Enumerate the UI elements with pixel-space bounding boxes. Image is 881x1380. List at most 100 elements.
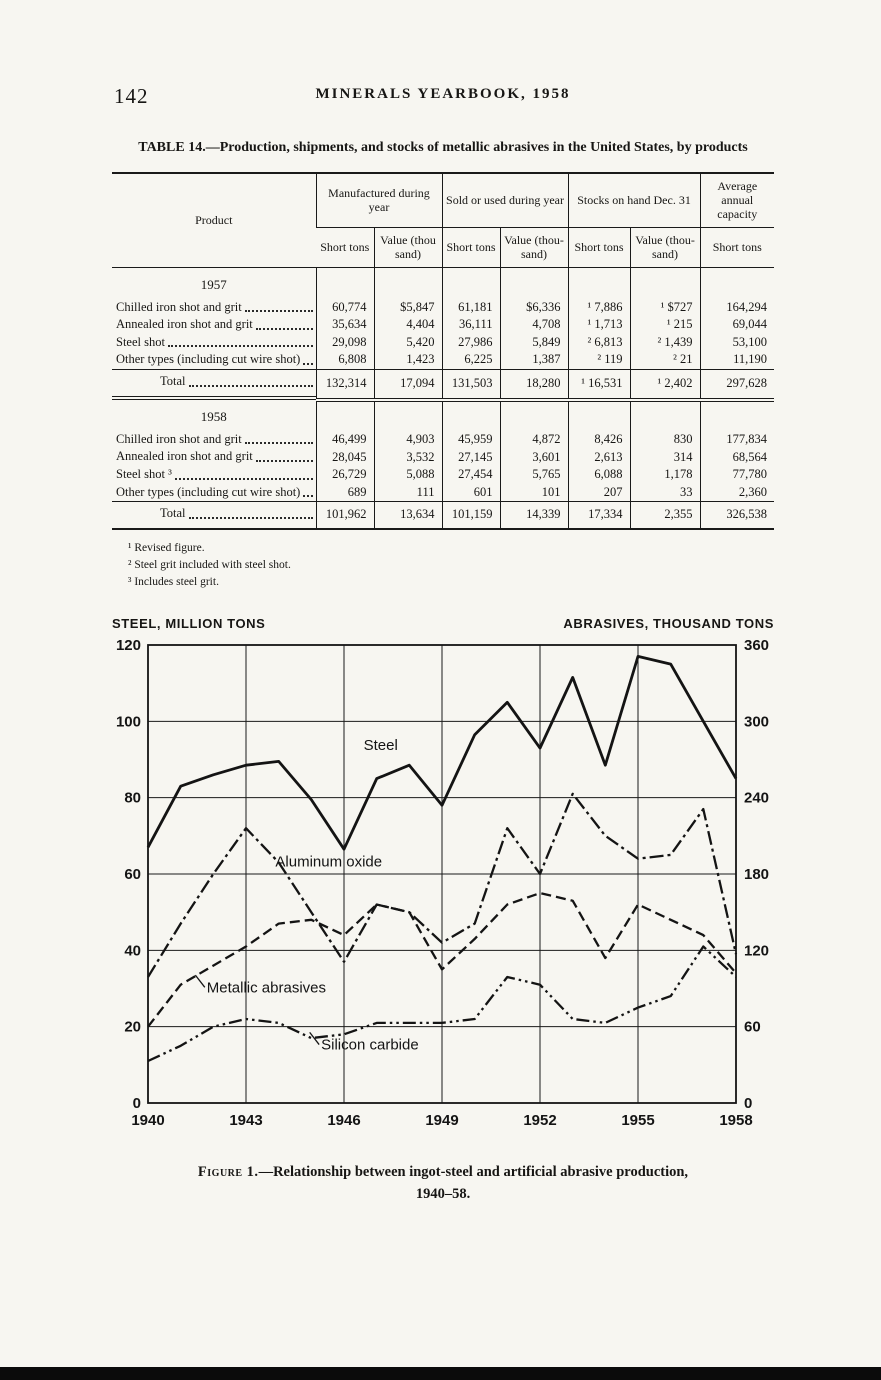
table-row: Other types (including cut wire shot) 689… xyxy=(112,483,775,502)
scan-edge-artifact xyxy=(0,1367,881,1380)
series-label-silicon-carbide: Silicon carbide xyxy=(321,1036,419,1053)
right-axis-tick-label: 360 xyxy=(744,637,769,654)
empty-cell xyxy=(699,267,775,299)
page-number: 142 xyxy=(114,84,149,108)
table-row: Other types (including cut wire shot) 6,8… xyxy=(112,351,775,370)
figure-1: STEEL, MILLION TONS ABRASIVES, THOUSAND … xyxy=(112,616,774,1206)
plot-frame xyxy=(147,643,737,1104)
table-row: Chilled iron shot and grit 46,499 4,903 45,… xyxy=(112,430,775,449)
value-cell: 27,145 xyxy=(441,448,500,466)
total-value-cell: 17,334 xyxy=(567,500,631,529)
total-value-cell: 101,962 xyxy=(315,500,374,529)
product-cell: Other types (including cut wire shot) xyxy=(112,484,316,502)
page-header: 142 MINERALS YEARBOOK, 1958 xyxy=(112,84,774,114)
value-cell: 60,774 xyxy=(315,298,374,317)
total-label: Total xyxy=(160,374,186,389)
value-cell: 3,532 xyxy=(373,448,442,466)
value-cell: 6,088 xyxy=(567,465,631,484)
left-axis-tick-label: 120 xyxy=(116,637,141,654)
col-group-sold: Sold or used during year xyxy=(441,172,569,228)
value-cell: 2,613 xyxy=(567,448,631,466)
col-group-capacity: Average annual capacity xyxy=(699,172,775,228)
product-name: Chilled iron shot and grit xyxy=(116,431,242,446)
product-name: Other types (including cut wire shot) xyxy=(116,352,301,367)
series-label-aluminum-oxide: Aluminum oxide xyxy=(275,853,382,870)
value-cell: 68,564 xyxy=(699,448,775,466)
value-cell: 8,426 xyxy=(567,430,631,449)
footnote: ¹ Revised figure. xyxy=(128,541,205,554)
empty-cell xyxy=(499,399,569,431)
total-value-cell: 101,159 xyxy=(441,500,500,529)
value-cell: 101 xyxy=(499,483,569,502)
table-row: Annealed iron shot and grit 28,045 3,532 27… xyxy=(112,448,775,466)
dot-leader xyxy=(244,442,313,445)
table-row: Steel shot 29,098 5,420 27,986 5,849 ² 6,813 ²… xyxy=(112,333,775,352)
value-cell: 36,111 xyxy=(441,316,500,334)
right-axis-tick-label: 0 xyxy=(744,1095,752,1112)
product-name: Annealed iron shot and grit xyxy=(116,317,253,332)
value-cell: ² 21 xyxy=(629,351,701,370)
left-axis-tick-label: 0 xyxy=(133,1095,141,1112)
total-label-cell: Total xyxy=(112,369,316,400)
table-title-text: —Production, shipments, and stocks of me… xyxy=(205,140,748,155)
figure-caption: Figure 1.—Relationship between ingot-ste… xyxy=(112,1161,774,1206)
value-cell: 26,729 xyxy=(315,465,374,484)
dot-leader xyxy=(255,459,313,462)
empty-cell xyxy=(699,399,775,431)
value-cell: 5,088 xyxy=(373,465,442,484)
series-label-metallic-abrasives: Metallic abrasives xyxy=(207,979,326,996)
value-cell: 28,045 xyxy=(315,448,374,466)
empty-cell xyxy=(629,267,701,299)
section-year: 1957 xyxy=(200,276,227,292)
product-cell: Steel shot xyxy=(112,334,316,352)
page-content: 142 MINERALS YEARBOOK, 1958 TABLE 14.—Pr… xyxy=(112,0,775,1206)
footnote: ² Steel grit included with steel shot. xyxy=(128,559,291,572)
left-axis-tick-label: 20 xyxy=(124,1018,141,1035)
product-cell: Steel shot ³ xyxy=(112,466,316,484)
dot-leader xyxy=(303,363,313,366)
value-cell: 27,454 xyxy=(441,465,500,484)
value-cell: 2,360 xyxy=(699,483,775,502)
table-title: TABLE 14.—Production, shipments, and sto… xyxy=(133,138,753,158)
total-value-cell: 18,280 xyxy=(499,368,569,402)
product-name: Chilled iron shot and grit xyxy=(116,299,242,314)
value-cell: 1,387 xyxy=(499,351,569,370)
value-cell: 11,190 xyxy=(699,351,775,370)
product-name: Steel shot ³ xyxy=(116,466,172,481)
left-axis-tick-label: 60 xyxy=(124,866,141,883)
running-header: MINERALS YEARBOOK, 1958 xyxy=(315,86,571,102)
total-label-cell: Total xyxy=(112,501,316,528)
section-year-row: 1958 xyxy=(112,399,775,431)
left-axis-tick-label: 100 xyxy=(116,713,141,730)
section-year-row: 1957 xyxy=(112,267,775,299)
right-axis-tick-label: 120 xyxy=(744,942,769,959)
value-cell: ² 1,439 xyxy=(629,333,701,352)
left-axis-tick-label: 40 xyxy=(124,942,141,959)
dot-leader xyxy=(174,477,313,480)
series-label-steel: Steel xyxy=(364,737,398,754)
value-cell: 4,404 xyxy=(373,316,442,334)
empty-cell xyxy=(315,399,374,431)
value-cell: $5,847 xyxy=(373,298,442,317)
value-cell: 164,294 xyxy=(699,298,775,317)
x-axis-tick-label: 1943 xyxy=(229,1112,262,1129)
empty-cell xyxy=(441,267,500,299)
x-axis-tick-label: 1955 xyxy=(621,1112,654,1129)
figure-chart: 0 20 40 60 80 100 120 0 60 120 180 240 300 360 1940 194… xyxy=(116,637,769,1129)
series-silicon-carbide xyxy=(147,944,737,1062)
dot-leader xyxy=(303,495,313,498)
product-name: Steel shot xyxy=(116,334,165,349)
value-cell: 177,834 xyxy=(699,430,775,449)
empty-cell xyxy=(567,399,631,431)
value-cell: 111 xyxy=(373,483,442,502)
value-cell: 35,634 xyxy=(315,316,374,334)
empty-cell xyxy=(315,267,374,299)
total-label: Total xyxy=(160,506,186,521)
series-aluminum-oxide xyxy=(147,792,738,978)
value-cell: ¹ 7,886 xyxy=(567,298,631,317)
figure-label: Figure 1. xyxy=(197,1163,259,1180)
value-cell: 53,100 xyxy=(699,333,775,352)
value-cell: 601 xyxy=(441,483,500,502)
col-header-value-stocks: Value (thou- sand) xyxy=(629,227,701,268)
